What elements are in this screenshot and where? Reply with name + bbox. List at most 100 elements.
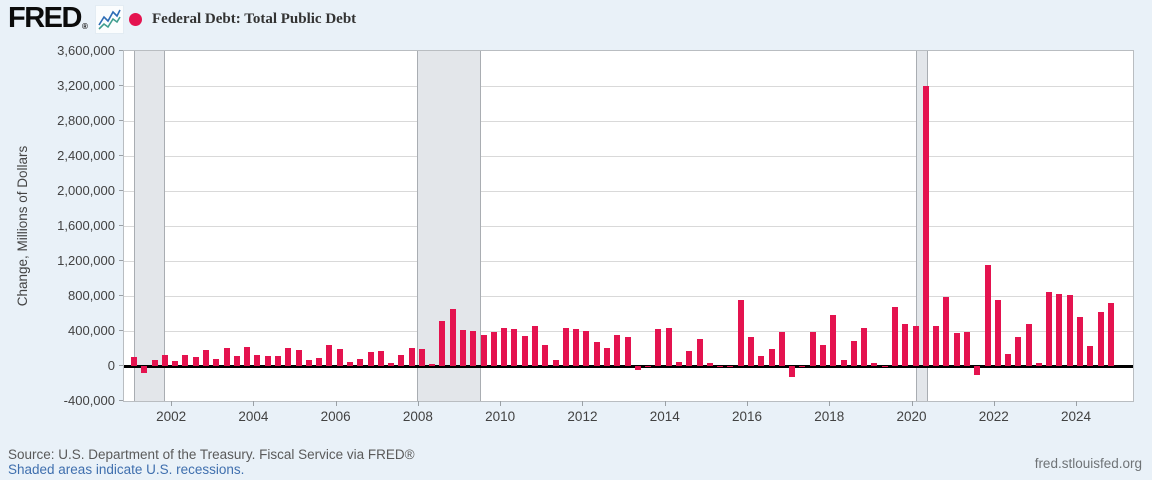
bar-2012-Q3 [604, 347, 611, 366]
y-tick-label: 800,000 [68, 287, 115, 303]
x-tick-mark [335, 401, 337, 406]
bar-2017-Q4 [819, 345, 826, 366]
bar-2015-Q1 [706, 363, 713, 366]
x-tick-mark [500, 401, 502, 406]
bar-2003-Q2 [223, 348, 230, 366]
bar-2013-Q2 [634, 366, 641, 370]
bar-2002-Q2 [182, 355, 189, 366]
x-tick-mark [253, 401, 255, 406]
bar-2009-Q1 [460, 330, 467, 366]
y-tick-label: 0 [107, 357, 115, 373]
y-tick-mark [119, 260, 123, 261]
bar-2004-Q1 [254, 354, 261, 366]
bar-2016-Q1 [747, 336, 754, 366]
y-tick-mark [119, 225, 123, 226]
y-tick-label: 2,800,000 [57, 112, 115, 128]
x-tick-mark [829, 401, 831, 406]
x-tick-label: 2024 [1061, 409, 1092, 424]
bar-2003-Q4 [244, 346, 251, 366]
bar-2011-Q1 [542, 344, 549, 366]
recession-band [134, 51, 166, 401]
bar-2019-Q1 [871, 363, 878, 366]
bar-2005-Q1 [295, 350, 302, 366]
bar-2004-Q4 [285, 347, 292, 366]
bar-2001-Q3 [151, 359, 158, 366]
bar-2022-Q1 [994, 299, 1001, 366]
gridline [124, 85, 1133, 87]
x-tick-label: 2006 [320, 409, 351, 424]
x-tick-mark [911, 401, 913, 406]
y-tick-mark [119, 400, 123, 401]
x-tick-label: 2020 [896, 409, 927, 424]
y-tick-label: 2,400,000 [57, 147, 115, 163]
x-tick-mark [993, 401, 995, 406]
bar-2006-Q1 [336, 348, 343, 366]
x-tick-label: 2010 [485, 409, 516, 424]
bar-2008-Q4 [449, 308, 456, 366]
gridline [124, 190, 1133, 192]
fred-sparkline-icon[interactable] [95, 5, 124, 34]
bar-2010-Q4 [532, 326, 539, 366]
bar-2011-Q4 [573, 329, 580, 366]
bar-2022-Q4 [1025, 324, 1032, 366]
plot-area[interactable] [123, 50, 1134, 402]
recession-band [416, 51, 481, 401]
x-tick-label: 2004 [238, 409, 269, 424]
bar-2007-Q3 [398, 354, 405, 366]
bar-2015-Q2 [717, 365, 724, 367]
gridline [124, 260, 1133, 262]
fred-logo[interactable]: FRED® [8, 2, 88, 35]
x-tick-mark [1076, 401, 1078, 406]
bar-2001-Q2 [141, 366, 148, 373]
bar-2002-Q1 [172, 361, 179, 366]
bar-2017-Q2 [799, 365, 806, 367]
x-tick-mark [664, 401, 666, 406]
y-tick-mark [119, 85, 123, 86]
bar-2003-Q1 [213, 359, 220, 366]
bar-2014-Q3 [686, 351, 693, 366]
bar-2024-Q2 [1087, 346, 1094, 366]
bar-2015-Q3 [727, 365, 734, 367]
x-tick-mark [582, 401, 584, 406]
bar-2020-Q2 [922, 86, 929, 366]
bar-2024-Q4 [1107, 302, 1114, 366]
bar-2020-Q1 [912, 325, 919, 366]
bar-2005-Q3 [316, 357, 323, 366]
y-tick-mark [119, 330, 123, 331]
y-tick-mark [119, 155, 123, 156]
bar-2020-Q4 [943, 296, 950, 366]
y-tick-mark [119, 190, 123, 191]
y-tick-label: 1,200,000 [57, 252, 115, 268]
registered-mark: ® [81, 22, 88, 31]
bar-2009-Q4 [490, 332, 497, 366]
bar-2012-Q1 [583, 331, 590, 366]
bar-2002-Q3 [192, 356, 199, 366]
gridline [124, 225, 1133, 227]
bar-2005-Q2 [305, 360, 312, 366]
x-tick-label: 2018 [814, 409, 845, 424]
bar-2011-Q2 [552, 360, 559, 366]
bar-2016-Q3 [768, 348, 775, 366]
bar-2003-Q3 [233, 355, 240, 366]
x-tick-label: 2016 [731, 409, 762, 424]
bar-2006-Q4 [367, 352, 374, 366]
bar-2010-Q3 [521, 336, 528, 366]
bar-2010-Q1 [501, 327, 508, 366]
y-tick-mark [119, 365, 123, 366]
y-tick-mark [119, 295, 123, 296]
bar-2018-Q4 [861, 327, 868, 366]
recession-note-link[interactable]: Shaded areas indicate U.S. recessions. [8, 462, 245, 477]
bar-2021-Q2 [963, 331, 970, 366]
bar-2009-Q2 [470, 330, 477, 366]
bar-2006-Q2 [346, 361, 353, 366]
x-tick-label: 2002 [156, 409, 187, 424]
y-tick-label: 400,000 [68, 322, 115, 338]
bar-2012-Q4 [614, 334, 621, 366]
x-tick-mark [746, 401, 748, 406]
bar-2020-Q3 [933, 326, 940, 366]
bar-2013-Q4 [655, 329, 662, 366]
bar-2013-Q3 [645, 365, 652, 367]
bar-2024-Q3 [1097, 312, 1104, 366]
gridline [124, 120, 1133, 122]
fred-site-link[interactable]: fred.stlouisfed.org [1034, 456, 1142, 471]
